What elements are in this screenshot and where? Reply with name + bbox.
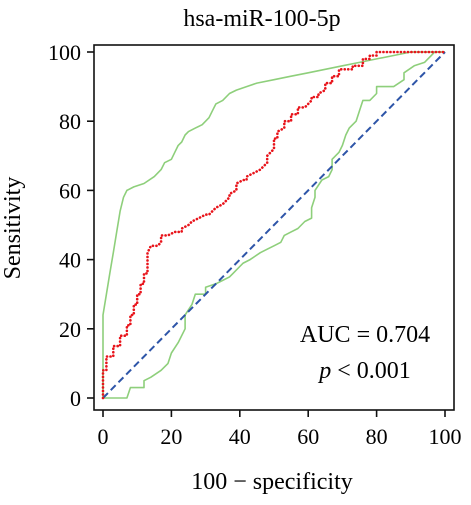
y-tick-label: 80 [59,109,81,134]
x-tick-label: 80 [366,424,388,449]
x-tick-label: 100 [429,424,462,449]
x-tick-label: 40 [229,424,251,449]
ci-lower-line [103,51,445,399]
y-axis-label: Sensitivity [0,177,26,280]
p-symbol: p [317,358,331,384]
x-tick-label: 0 [98,424,109,449]
y-tick-label: 0 [70,386,81,411]
x-axis-label: 100 − specificity [191,469,353,495]
y-tick-label: 60 [59,178,81,203]
y-tick-label: 40 [59,248,81,273]
y-tick-label: 20 [59,317,81,342]
ci-upper-line [102,51,445,398]
x-tick-label: 60 [297,424,319,449]
p-value-text: < 0.001 [331,358,411,384]
auc-annotation: AUC = 0.704 [300,322,430,348]
y-tick-label: 100 [48,40,81,65]
chart-title: hsa-miR-100-5p [183,6,340,32]
reference-diagonal-line [102,51,446,399]
x-tick-label: 20 [160,424,182,449]
plot-frame [93,44,455,411]
p-value-annotation: p < 0.001 [317,358,411,384]
roc-curve-line [101,50,447,400]
